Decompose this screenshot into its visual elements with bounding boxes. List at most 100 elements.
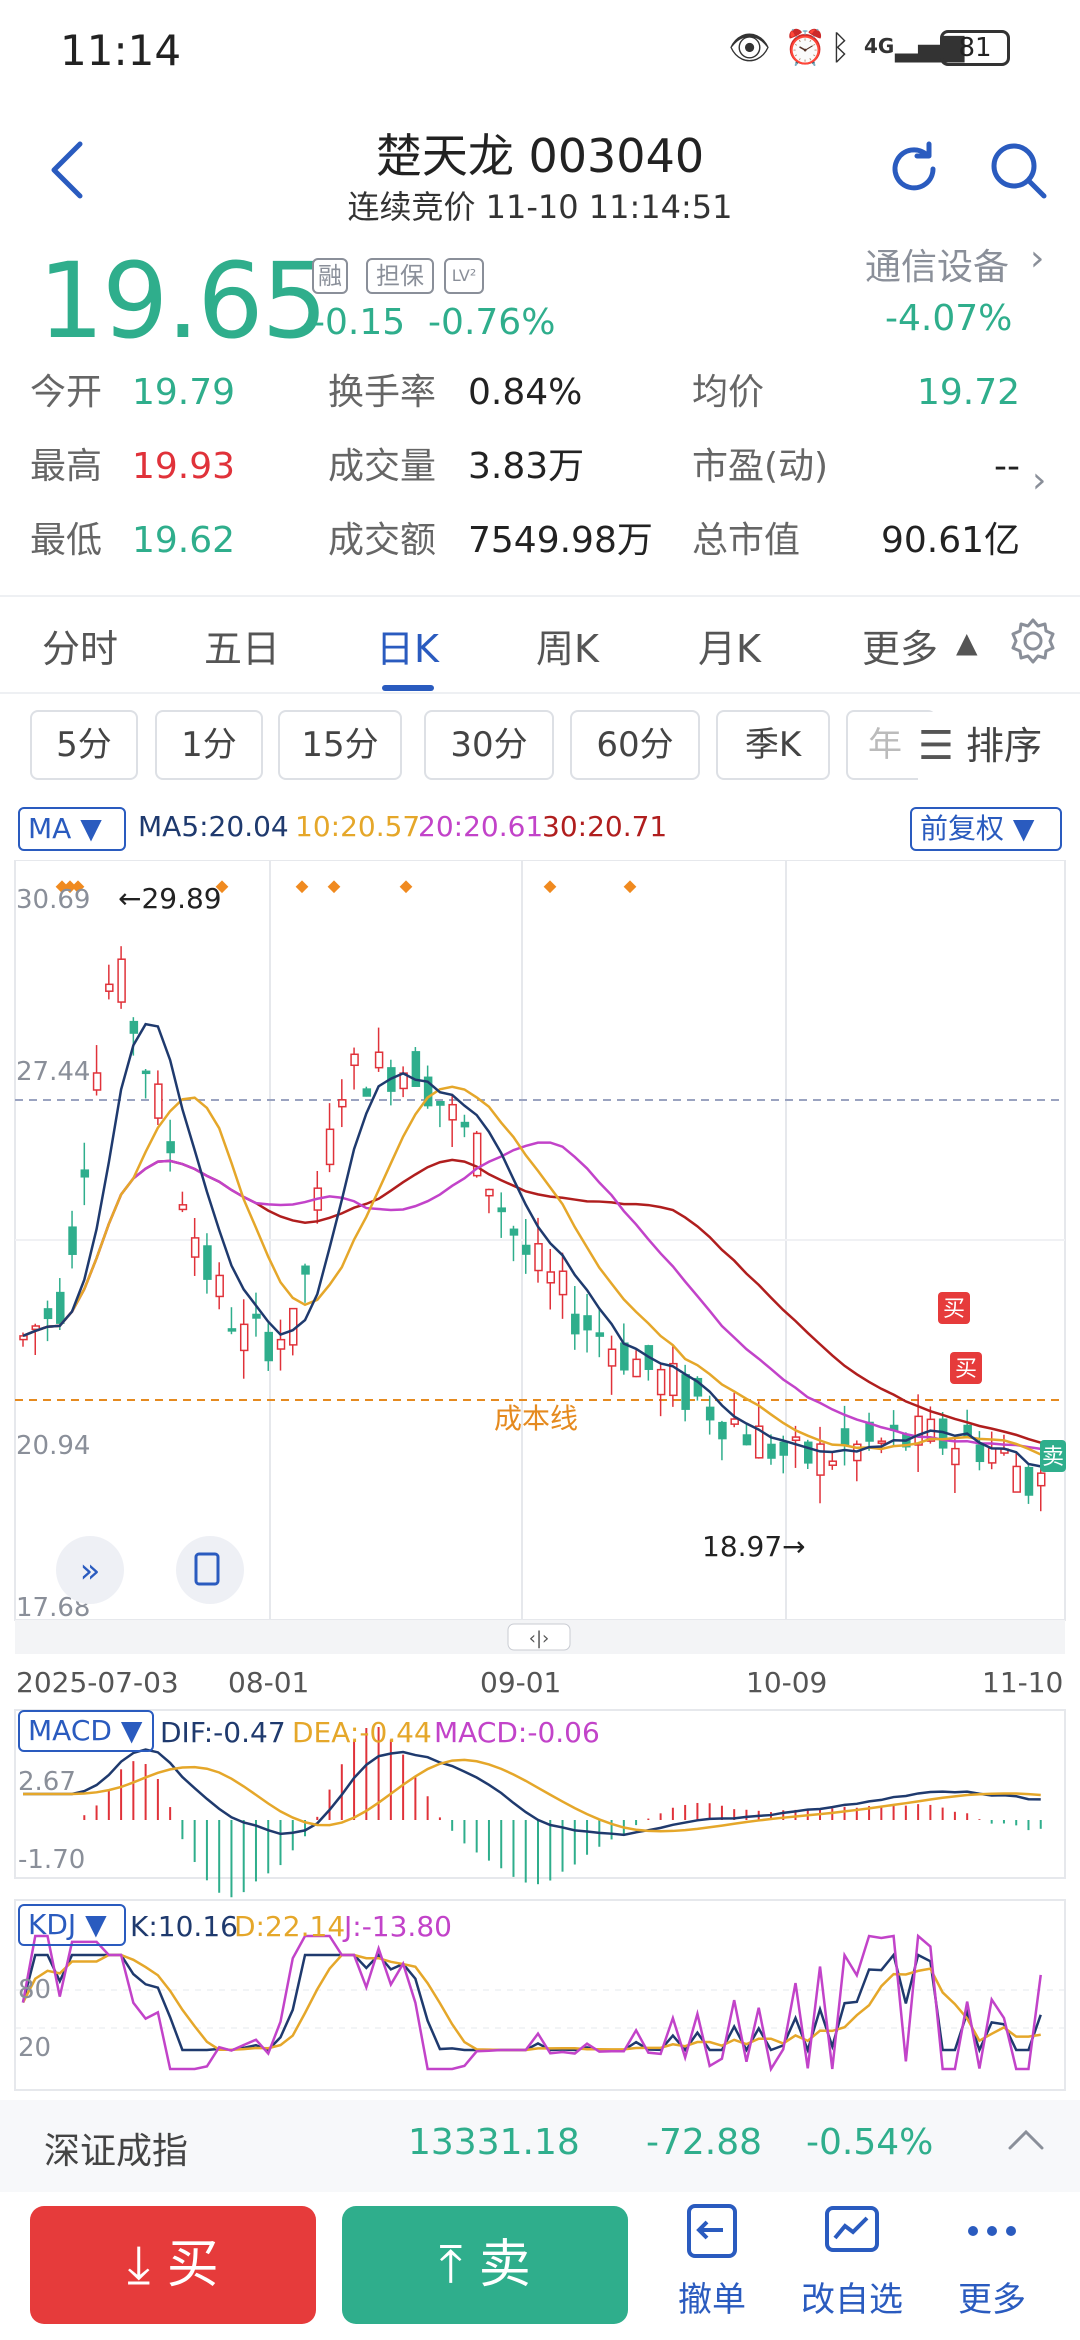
candle-body	[31, 1325, 41, 1331]
buy-marker[interactable]: 买	[938, 1292, 970, 1324]
sell-button[interactable]: ⤒ 卖	[342, 2206, 628, 2324]
sell-marker[interactable]: 卖	[1040, 1440, 1066, 1472]
candle-body	[227, 1328, 237, 1332]
candle-body	[804, 1441, 813, 1464]
industry-link[interactable]: 通信设备	[865, 247, 1010, 288]
macd-select[interactable]: MACD ▼	[18, 1710, 154, 1752]
candle-body	[754, 1425, 764, 1459]
candle-body	[693, 1377, 703, 1397]
indicator-select[interactable]: MA ▼	[18, 807, 126, 851]
rotate-screen-button[interactable]	[176, 1536, 244, 1604]
buy-button[interactable]: ⤓ 买	[30, 2206, 316, 2324]
stat-value: 7549.98万	[468, 520, 653, 561]
active-tab-indicator	[382, 685, 434, 691]
tab-more[interactable]: 更多	[862, 627, 939, 671]
period-1min[interactable]: 1分	[155, 710, 263, 780]
kdj-y-tick: 80	[18, 1975, 51, 2005]
sort-button[interactable]: ☰ 排序	[918, 712, 1080, 780]
candle-body	[203, 1245, 212, 1280]
candles	[19, 946, 1046, 1512]
current-price: 19.65	[38, 240, 328, 362]
stat-label: 市盈(动)	[692, 446, 829, 487]
candle-body	[105, 983, 114, 992]
price-change: -0.15 -0.76%	[312, 302, 556, 343]
period-year-k[interactable]: 年	[846, 710, 936, 780]
tab-daily-k[interactable]: 日K	[376, 627, 439, 671]
j-line	[21, 1933, 1042, 2073]
candle-body	[705, 1406, 715, 1421]
level2-tag: LV²	[444, 258, 484, 294]
event-dot[interactable]	[543, 880, 557, 894]
macd-histogram	[83, 1727, 1042, 1898]
candle-body	[1012, 1465, 1021, 1493]
candle-body	[472, 1132, 482, 1177]
cancel-order-button[interactable]: 撤单	[652, 2200, 772, 2321]
search-icon[interactable]	[988, 140, 1048, 200]
candle-body	[362, 1088, 372, 1097]
candle-body	[80, 1169, 90, 1178]
event-dot[interactable]	[295, 880, 309, 894]
edit-watchlist-button[interactable]: 改自选	[792, 2200, 912, 2321]
candle-body	[509, 1228, 519, 1236]
candle-body	[951, 1447, 960, 1466]
kdj-select[interactable]: KDJ ▼	[18, 1904, 126, 1946]
period-60min[interactable]: 60分	[570, 710, 700, 780]
candle-body	[178, 1204, 188, 1211]
candle-body	[485, 1188, 494, 1197]
candle-body	[154, 1083, 163, 1119]
period-5min[interactable]: 5分	[30, 710, 138, 780]
settings-icon[interactable]	[1008, 616, 1058, 670]
event-dot[interactable]	[399, 880, 413, 894]
chevron-right-icon[interactable]: ›	[1030, 238, 1045, 279]
stat-label: 换手率	[328, 372, 437, 413]
trading-status: 连续竞价 11-10 11:14:51	[347, 188, 733, 226]
period-quarter-k[interactable]: 季K	[716, 710, 830, 780]
j-value: J:-13.80	[344, 1910, 452, 1943]
svg-text:卖: 卖	[1042, 1445, 1064, 1470]
divider	[0, 692, 1080, 694]
candle-body	[497, 1207, 506, 1213]
index-name: 深证成指	[44, 2131, 189, 2172]
event-dot[interactable]	[327, 880, 341, 894]
refresh-icon[interactable]	[885, 140, 943, 198]
d-value: D:22.14	[234, 1910, 346, 1943]
stat-value: 19.93	[132, 446, 236, 487]
macd-y-tick: 2.67	[18, 1767, 76, 1797]
chevron-up-icon[interactable]	[1004, 2118, 1048, 2166]
macd-pane	[14, 1709, 1066, 1879]
tab-monthly-k[interactable]: 月K	[698, 627, 761, 671]
stat-label: 今开	[30, 372, 103, 413]
adjust-select[interactable]: 前复权 ▼	[910, 807, 1062, 851]
event-dot[interactable]	[623, 880, 637, 894]
svg-text:买: 买	[955, 1357, 977, 1382]
triangle-up-icon[interactable]: ▲	[956, 626, 978, 659]
signal-icon: ▂▄▆	[895, 28, 965, 63]
high-price-label: ←29.89	[118, 882, 222, 915]
tab-timeshare[interactable]: 分时	[42, 627, 119, 671]
candle-body	[546, 1271, 556, 1284]
battery-level: 81	[940, 30, 1010, 66]
index-bar[interactable]: 深证成指 13331.18 -72.88 -0.54%	[0, 2100, 1080, 2192]
more-button[interactable]: 更多	[932, 2200, 1052, 2321]
candle-body	[460, 1121, 470, 1128]
fast-forward-button[interactable]: »	[56, 1536, 124, 1604]
kline-chart[interactable]: 买 买 卖 30.69 27.44 20.94 17.68 ←29.89 18.…	[0, 860, 1080, 2100]
pe-chevron-icon[interactable]: ›	[1032, 460, 1047, 501]
kdj-y-tick: 20	[18, 2033, 51, 2063]
tab-weekly-k[interactable]: 周K	[536, 627, 599, 671]
svg-text:买: 买	[943, 1297, 965, 1322]
period-15min[interactable]: 15分	[278, 710, 402, 780]
index-change-pct: -0.54%	[806, 2122, 934, 2163]
dea-line	[23, 1758, 1041, 1833]
candle-body	[141, 1070, 151, 1075]
buy-marker[interactable]: 买	[950, 1352, 982, 1384]
candle-body	[423, 1076, 433, 1107]
tab-five-day[interactable]: 五日	[204, 627, 281, 671]
dif-line	[23, 1748, 1041, 1837]
period-30min[interactable]: 30分	[424, 710, 554, 780]
k-line	[21, 1952, 1042, 2054]
candle-body	[56, 1291, 65, 1324]
candle-body	[521, 1244, 531, 1255]
back-icon[interactable]	[46, 138, 86, 213]
timeline-handle[interactable]	[507, 1623, 571, 1651]
